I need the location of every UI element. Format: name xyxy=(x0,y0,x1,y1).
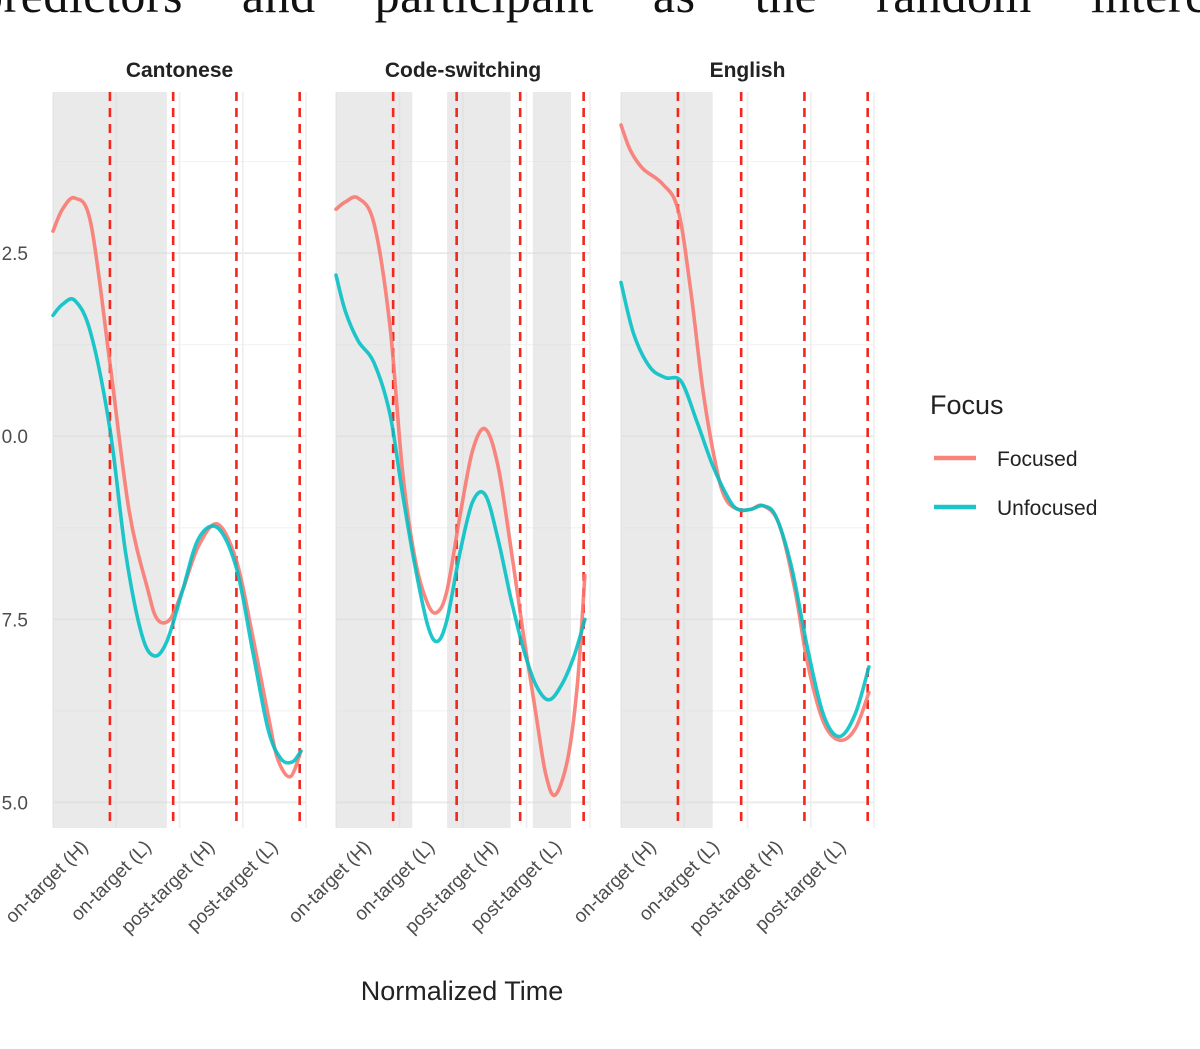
x-axis-title: Normalized Time xyxy=(361,976,564,1006)
legend-label: Unfocused xyxy=(997,497,1097,520)
legend-items: Focused Unfocused xyxy=(934,448,1097,520)
series-line-focused xyxy=(334,195,587,798)
body-text-line: predictors and participant as the random… xyxy=(0,0,1200,24)
y-axis: 5.0 7.5 0.0 2.5 xyxy=(2,244,28,814)
y-tick-label: 7.5 xyxy=(2,610,28,631)
facet-title: English xyxy=(710,59,786,82)
legend: Focus Focused Unfocused xyxy=(930,390,1097,520)
legend-title: Focus xyxy=(930,390,1004,420)
series-line-focused xyxy=(51,195,303,779)
legend-item-focused: Focused xyxy=(934,448,1078,471)
legend-item-unfocused: Unfocused xyxy=(934,497,1097,520)
series-line-unfocused xyxy=(334,273,587,702)
series-line-unfocused xyxy=(619,280,871,739)
facet-title: Cantonese xyxy=(126,59,233,82)
y-tick-label: 2.5 xyxy=(2,244,28,265)
shaded-region xyxy=(621,92,713,828)
legend-label: Focused xyxy=(997,448,1078,471)
shaded-region xyxy=(336,92,413,828)
facet-title: Code-switching xyxy=(385,59,541,82)
shaded-region xyxy=(532,92,571,828)
y-tick-label: 5.0 xyxy=(2,793,28,814)
y-tick-label: 0.0 xyxy=(2,427,28,448)
series-line-unfocused xyxy=(51,297,303,765)
